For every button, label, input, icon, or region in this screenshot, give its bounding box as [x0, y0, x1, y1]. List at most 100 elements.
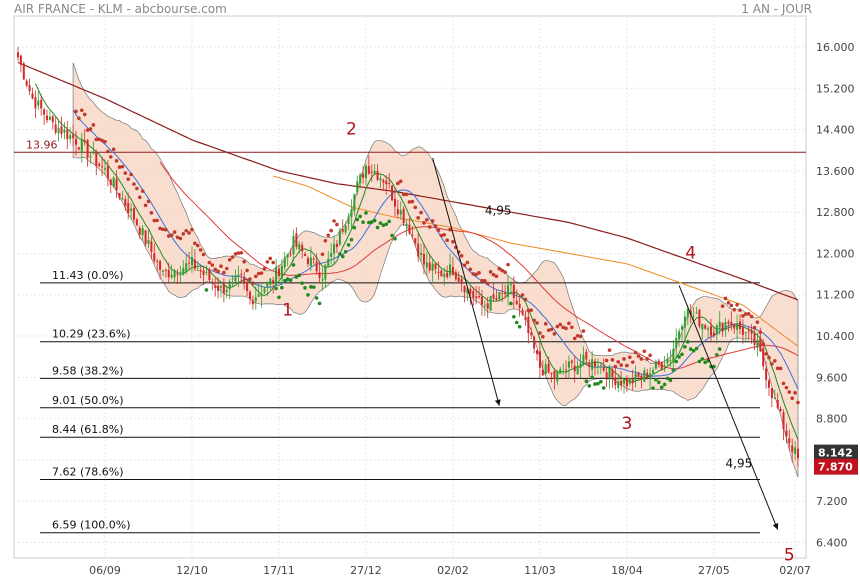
- candle-body: [562, 371, 565, 373]
- sar-dot: [91, 123, 96, 127]
- sar-dot: [662, 382, 667, 387]
- candle-body: [211, 282, 214, 284]
- sar-dot: [248, 277, 252, 281]
- candle-body: [330, 253, 333, 257]
- sar-dot: [422, 221, 426, 225]
- candle-body: [524, 317, 527, 320]
- sar-dot: [85, 128, 90, 132]
- sar-dot: [622, 357, 626, 361]
- sar-dot: [378, 221, 383, 225]
- candle-body: [770, 388, 773, 399]
- sar-dot: [309, 285, 313, 289]
- y-tick-label: 9.600: [816, 371, 848, 384]
- candle-body: [205, 271, 208, 273]
- candle-body: [669, 360, 672, 362]
- candle-body: [95, 152, 98, 167]
- sar-dot: [114, 159, 119, 163]
- candle-body: [63, 129, 66, 133]
- candle-body: [324, 264, 327, 280]
- candle-body: [608, 367, 611, 379]
- candle-body: [289, 254, 292, 256]
- candle-body: [379, 178, 382, 181]
- candle-body: [22, 63, 25, 80]
- candle-body: [628, 377, 631, 384]
- candle-body: [762, 348, 765, 367]
- sar-dot: [465, 260, 470, 265]
- candle-body: [190, 257, 193, 266]
- candle-body: [437, 271, 440, 273]
- sar-dot: [390, 233, 394, 238]
- sar-dot: [108, 155, 113, 159]
- candle-body: [193, 259, 196, 269]
- sar-dot: [558, 322, 563, 327]
- candle-body: [727, 321, 730, 324]
- sar-dot: [103, 139, 107, 144]
- sar-dot: [311, 285, 316, 289]
- sar-dot: [155, 218, 159, 223]
- candle-body: [533, 336, 536, 349]
- candle-body: [135, 219, 138, 226]
- sar-dot: [787, 390, 792, 394]
- sar-dot: [471, 272, 476, 276]
- sar-dot: [149, 211, 154, 215]
- sar-dot: [175, 235, 180, 240]
- candle-body: [475, 296, 478, 299]
- candle-body: [579, 363, 582, 368]
- candle-body: [536, 350, 539, 354]
- candle-body: [391, 185, 394, 201]
- candle-body: [109, 179, 112, 185]
- candle-body: [370, 171, 373, 173]
- sar-dot: [329, 228, 333, 233]
- wave-label: 5: [784, 546, 795, 566]
- candle-body: [681, 326, 684, 330]
- candle-body: [695, 312, 698, 314]
- sar-dot: [164, 227, 168, 232]
- sar-dot: [587, 384, 592, 388]
- sar-dot: [338, 252, 342, 256]
- sar-dot: [343, 249, 348, 254]
- sar-dot: [88, 127, 93, 131]
- sar-dot: [674, 359, 679, 364]
- sar-dot: [775, 366, 780, 371]
- sar-dot: [488, 270, 493, 274]
- sar-dot: [607, 348, 612, 352]
- candle-body: [228, 281, 231, 290]
- sar-dot: [184, 228, 188, 233]
- sar-dot: [752, 325, 757, 330]
- candle-body: [446, 272, 449, 278]
- candle-body: [72, 134, 75, 139]
- candle-body: [272, 279, 275, 283]
- sar-dot: [82, 112, 87, 117]
- sar-dot: [485, 281, 490, 286]
- candle-body: [54, 124, 57, 133]
- candle-body: [741, 327, 744, 335]
- candle-body: [666, 358, 669, 364]
- candle-body: [454, 272, 457, 280]
- sar-dot: [497, 266, 502, 271]
- candle-body: [402, 208, 405, 224]
- candle-body: [231, 278, 234, 280]
- candle-body: [376, 171, 379, 180]
- sar-dot: [407, 200, 412, 204]
- sar-dot: [439, 233, 444, 238]
- candle-body: [312, 258, 315, 260]
- sar-dot: [158, 226, 162, 231]
- candle-body: [251, 300, 254, 305]
- sar-dot: [764, 352, 768, 356]
- candle-body: [788, 438, 791, 444]
- wave-label: 4: [685, 244, 696, 264]
- sar-dot: [604, 358, 609, 363]
- candle-body: [509, 284, 512, 286]
- sar-dot: [526, 308, 531, 313]
- candle-body: [704, 325, 707, 329]
- plot-area: [13, 15, 807, 559]
- sar-dot: [265, 260, 270, 264]
- candle-body: [74, 138, 78, 145]
- price-tag-label: 7.870: [818, 461, 853, 474]
- sar-dot: [564, 326, 568, 331]
- sar-dot: [398, 179, 403, 184]
- candle-body: [31, 93, 34, 99]
- period-label[interactable]: 1 AN - JOUR: [741, 2, 812, 16]
- candle-body: [399, 210, 402, 215]
